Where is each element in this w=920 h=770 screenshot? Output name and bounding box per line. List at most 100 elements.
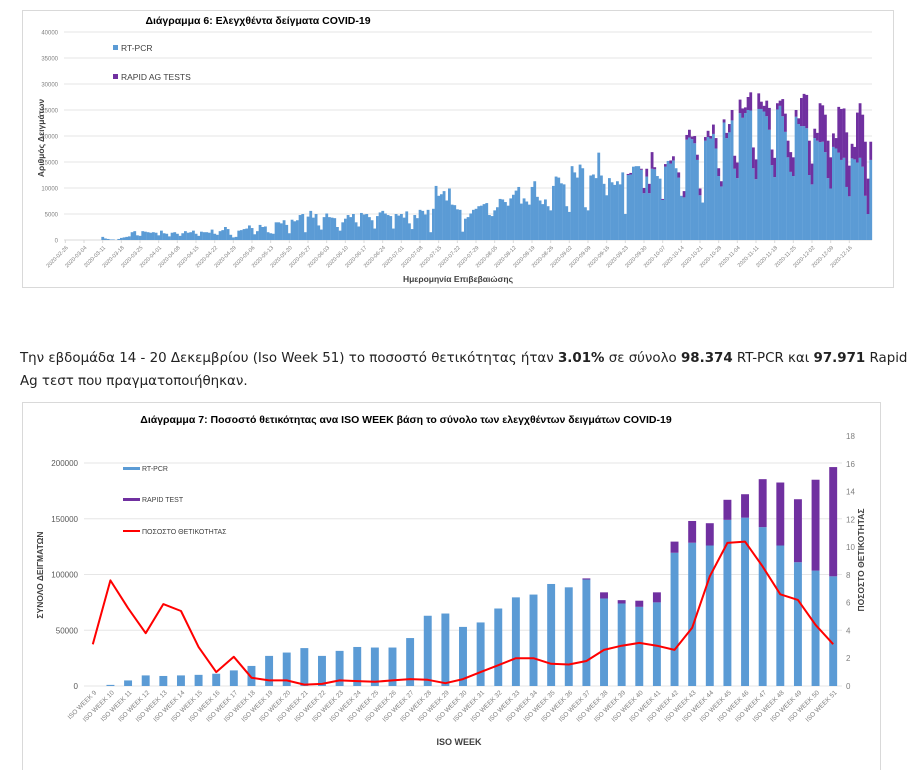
bar-rtpcr [680, 195, 683, 240]
bar-rtpcr [493, 210, 497, 240]
bar-rtpcr [597, 152, 601, 240]
bar-rtpcr [778, 105, 782, 240]
bar-rtpcr [440, 194, 443, 240]
bar-rapid [754, 159, 758, 180]
bar-rtpcr [670, 552, 679, 686]
chart-6-ylabel: Αριθμός Δειγμάτων [36, 99, 46, 178]
bar-rtpcr [789, 171, 793, 240]
bar-rapid [705, 523, 714, 546]
bar-rtpcr [226, 229, 230, 240]
bar-rtpcr [520, 203, 523, 240]
bar-rtpcr [405, 211, 409, 240]
bar-rtpcr [424, 214, 427, 240]
bar-rtpcr [760, 108, 763, 241]
bar-rtpcr [212, 673, 221, 686]
bar-rtpcr [352, 214, 355, 240]
bar-rtpcr [848, 196, 851, 240]
chart-7-title: Διάγραμμα 7: Ποσοστό θετικότητας ανα ISO… [140, 414, 672, 426]
bar-rtpcr [653, 169, 657, 240]
bar-rtpcr [552, 185, 555, 240]
bar-rapid [690, 136, 694, 140]
bar-rtpcr [564, 587, 573, 686]
bar-rtpcr [256, 231, 259, 240]
bar-rtpcr [309, 210, 313, 240]
bar-rtpcr [861, 166, 865, 240]
bar-rtpcr [208, 232, 211, 240]
bar-rtpcr [522, 198, 526, 240]
bar-rtpcr [240, 230, 243, 240]
bar-rtpcr [392, 228, 395, 240]
bar-rtpcr [389, 216, 393, 240]
bar-rtpcr [656, 176, 659, 240]
bar-rtpcr [776, 545, 785, 686]
bar-rtpcr [160, 230, 163, 240]
bar-rapid [826, 140, 830, 179]
bar-rtpcr [178, 235, 182, 240]
bar-rtpcr [677, 177, 681, 240]
bar-rapid [738, 99, 742, 114]
bar-rtpcr [466, 217, 470, 240]
bar-rtpcr [162, 233, 166, 240]
bar-rtpcr [805, 128, 809, 240]
bar-rtpcr [330, 217, 334, 240]
bar-rapid [853, 146, 857, 160]
bar-rtpcr [504, 202, 507, 240]
bar-rtpcr [229, 670, 238, 686]
bar-rapid [840, 108, 843, 160]
bar-rtpcr [688, 137, 691, 240]
bar-rapid [736, 162, 739, 179]
bar-rapid [733, 155, 737, 169]
bar-rapid [635, 600, 644, 607]
bar-rtpcr [541, 204, 545, 240]
bar-rtpcr [600, 175, 603, 240]
bar-rtpcr [298, 215, 302, 240]
x-tick-label: ISO WEEK 51 [805, 689, 839, 723]
summary-paragraph: Την εβδομάδα 14 - 20 Δεκεμβρίου (Iso Wee… [20, 347, 910, 393]
bar-rtpcr [856, 162, 859, 240]
bar-rapid [712, 124, 715, 134]
bar-rtpcr [306, 216, 310, 240]
bar-rtpcr [560, 183, 563, 240]
bar-rapid [773, 157, 777, 178]
bar-rtpcr [725, 138, 729, 240]
bar-rtpcr [362, 214, 366, 240]
bar-rtpcr [696, 159, 699, 240]
bar-rtpcr [511, 597, 520, 686]
bar-rtpcr [312, 217, 315, 240]
bar-rtpcr [477, 206, 481, 240]
bar-rapid [760, 101, 763, 109]
bar-rapid [842, 108, 846, 158]
bar-rtpcr [546, 206, 550, 240]
bar-rapid [698, 188, 702, 196]
bar-rtpcr [437, 195, 441, 240]
bar-rtpcr [117, 238, 121, 240]
bar-rtpcr [464, 218, 467, 240]
bar-rtpcr [674, 168, 678, 240]
bar-rtpcr [184, 231, 187, 240]
bar-rtpcr [826, 178, 830, 240]
bar-rtpcr [506, 205, 510, 240]
bar-rtpcr [705, 545, 714, 686]
bar-rtpcr [218, 231, 222, 240]
bar-rtpcr [757, 108, 761, 241]
bar-rtpcr [632, 166, 635, 240]
bar-rtpcr [529, 594, 538, 686]
bar-rtpcr [301, 214, 305, 240]
bar-rtpcr [749, 110, 753, 241]
bar-rapid [837, 106, 841, 153]
bar-rtpcr [829, 188, 833, 240]
bar-rtpcr [154, 232, 158, 240]
bar-rapid [629, 172, 633, 175]
bar-rapid [640, 168, 643, 170]
bar-rtpcr [388, 647, 397, 686]
bar-rtpcr [290, 219, 294, 240]
y-tick-label: 200000 [51, 459, 78, 468]
bar-rtpcr [682, 197, 686, 240]
bar-rtpcr [210, 229, 214, 240]
bar-rtpcr [253, 234, 257, 240]
bar-rapid [834, 138, 838, 149]
legend-label-rapid: RAPID AG TESTS [121, 72, 191, 82]
bar-rtpcr [498, 198, 502, 240]
bar-rtpcr [642, 193, 646, 240]
y-tick-label: 15000 [41, 161, 58, 167]
